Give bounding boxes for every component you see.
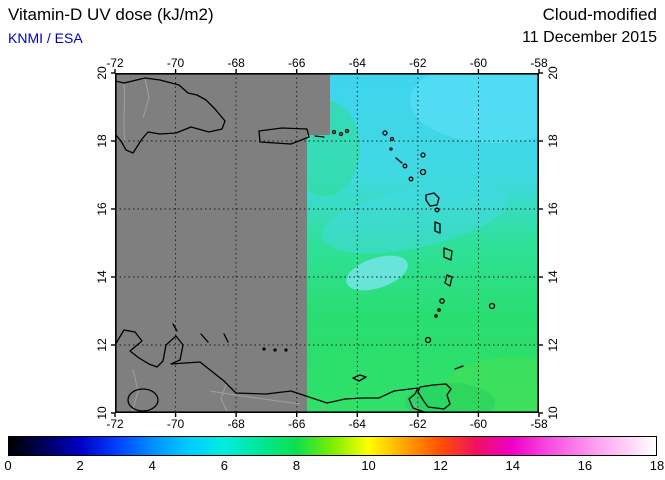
tick-label: 14 bbox=[95, 270, 109, 284]
tick-label: -72 bbox=[106, 56, 124, 70]
tick-label: 10 bbox=[546, 406, 560, 420]
tick-label: 14 bbox=[546, 270, 560, 284]
tick-label: 20 bbox=[95, 66, 109, 80]
puerto-rico-coast bbox=[258, 127, 310, 145]
date-label: 11 December 2015 bbox=[522, 29, 657, 46]
trinidad-coast bbox=[417, 383, 452, 410]
tick-label: -68 bbox=[227, 56, 245, 70]
tick-label: 12 bbox=[95, 338, 109, 352]
tick-label: -58 bbox=[530, 56, 548, 70]
tick-label: 12 bbox=[546, 338, 560, 352]
lake-maracaibo bbox=[127, 388, 159, 412]
gridlines bbox=[115, 73, 539, 413]
venezuela-coast bbox=[115, 329, 428, 413]
tick-label: -70 bbox=[166, 56, 185, 70]
tick-label: -60 bbox=[469, 417, 488, 431]
tick-label: 12 bbox=[433, 458, 448, 473]
hispaniola-coast bbox=[115, 77, 226, 154]
colorbar-axis: 0 2 4 6 8 10 12 14 16 18 bbox=[4, 458, 664, 473]
tick-label: -70 bbox=[166, 417, 185, 431]
longitude-axis-top: -72 -70 -68 -66 -64 -62 -60 -58 bbox=[106, 56, 547, 70]
map-border bbox=[115, 73, 539, 413]
tick-label: -64 bbox=[348, 56, 366, 70]
longitude-axis-bottom: -72 -70 -68 -66 -64 -62 -60 -58 bbox=[106, 417, 547, 431]
tick-label: 6 bbox=[220, 458, 228, 473]
map-plot bbox=[111, 69, 543, 417]
tick-label: 18 bbox=[649, 458, 665, 473]
colorbar bbox=[8, 436, 657, 456]
tick-label: 4 bbox=[148, 458, 156, 473]
tick-label: 16 bbox=[95, 202, 109, 216]
page-title: Vitamin-D UV dose (kJ/m2) bbox=[8, 5, 214, 24]
tick-label: 20 bbox=[546, 66, 560, 80]
tick-label: 2 bbox=[76, 458, 84, 473]
tick-label: -72 bbox=[106, 417, 124, 431]
margarita-coast bbox=[352, 374, 367, 382]
tick-label: 16 bbox=[546, 202, 560, 216]
axis-ticks bbox=[111, 69, 543, 417]
tick-label: -60 bbox=[469, 56, 488, 70]
tick-label: -66 bbox=[288, 417, 306, 431]
no-data-mask bbox=[115, 73, 330, 413]
source-label: KNMI / ESA bbox=[8, 30, 83, 46]
tick-label: -66 bbox=[288, 56, 306, 70]
country-borders bbox=[123, 77, 421, 413]
tick-label: 14 bbox=[505, 458, 520, 473]
map-svg bbox=[111, 69, 543, 417]
tick-label: 10 bbox=[95, 406, 109, 420]
tick-label: 18 bbox=[95, 134, 109, 148]
tick-label: 16 bbox=[577, 458, 593, 473]
tick-label: -58 bbox=[530, 417, 548, 431]
tick-label: -68 bbox=[227, 417, 245, 431]
tick-label: -62 bbox=[409, 56, 427, 70]
lesser-antilles-coast bbox=[382, 130, 496, 370]
latitude-axis-right: 20 18 16 14 12 10 bbox=[546, 66, 560, 419]
tick-label: 8 bbox=[292, 458, 301, 473]
tick-label: 0 bbox=[4, 458, 12, 473]
mode-label: Cloud-modified bbox=[542, 5, 657, 24]
tick-label: 18 bbox=[546, 134, 560, 148]
tick-label: -62 bbox=[409, 417, 427, 431]
coastlines bbox=[115, 77, 496, 413]
latitude-axis-left: 20 18 16 14 12 10 bbox=[95, 66, 109, 419]
tick-label: 10 bbox=[361, 458, 376, 473]
tick-label: -64 bbox=[348, 417, 366, 431]
